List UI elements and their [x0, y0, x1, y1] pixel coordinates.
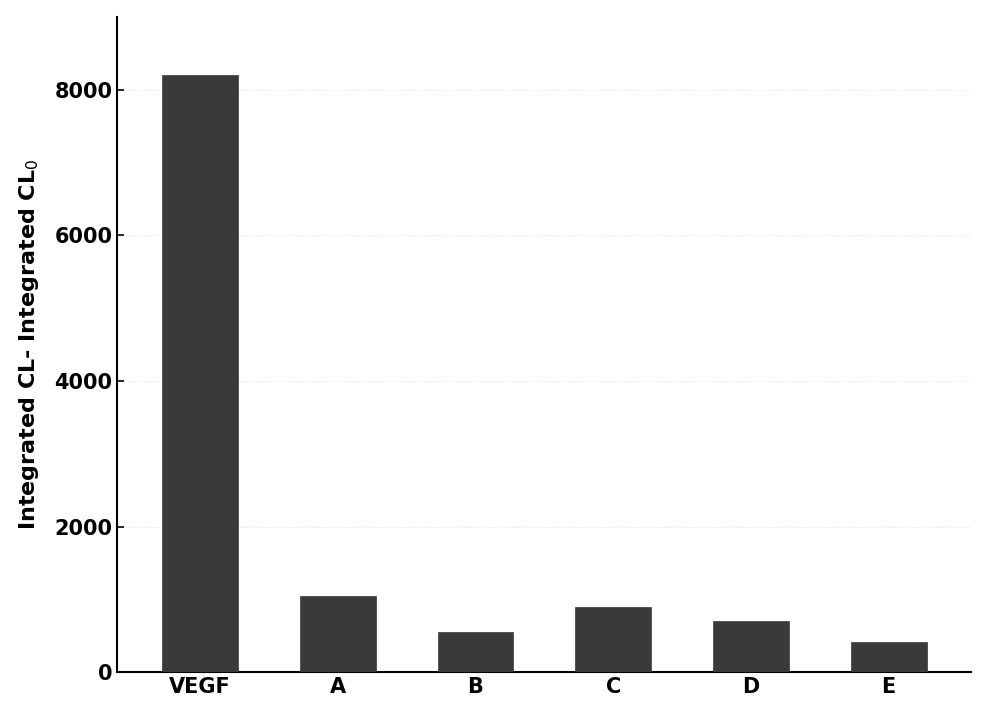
Bar [851, 642, 927, 673]
Y-axis label: Integrated CL- Integrated CL$_0$: Integrated CL- Integrated CL$_0$ [17, 159, 41, 531]
Bar [575, 607, 651, 673]
Bar [438, 633, 514, 673]
Bar [162, 75, 238, 673]
Bar [300, 596, 375, 673]
Bar [713, 621, 788, 673]
